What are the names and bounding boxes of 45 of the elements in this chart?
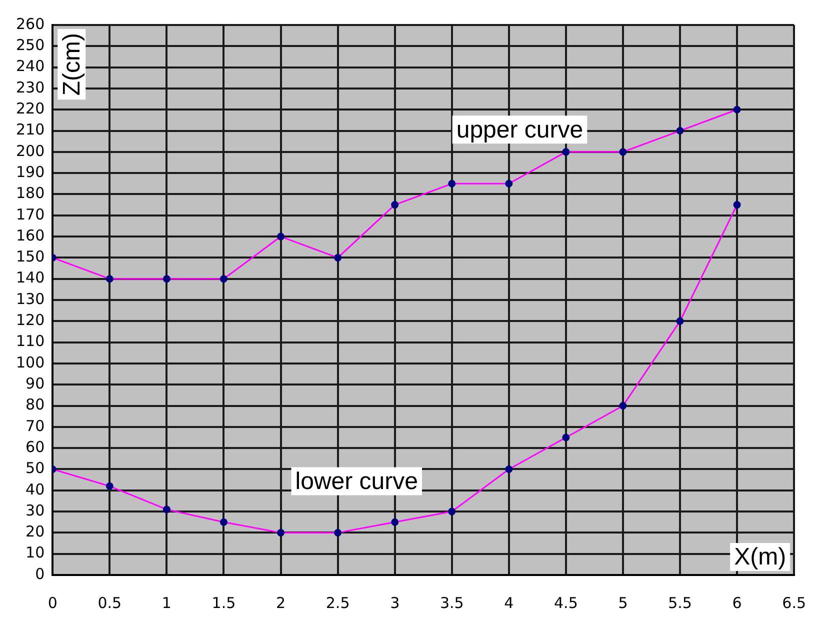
y-tick-label: 150 <box>16 248 45 266</box>
y-tick-label: 240 <box>16 57 45 76</box>
x-tick-label: 2 <box>276 594 286 612</box>
y-tick-label: 70 <box>26 416 45 435</box>
x-tick-label: 6.5 <box>782 594 806 612</box>
x-tick-label: 3 <box>390 594 400 612</box>
y-tick-label: 30 <box>26 501 45 520</box>
y-tick-label: 60 <box>26 438 45 456</box>
x-tick-label: 1 <box>162 594 172 612</box>
y-tick-label: 90 <box>26 374 45 393</box>
y-tick-label: 110 <box>16 332 45 350</box>
x-tick-label: 0 <box>48 594 58 612</box>
x-tick-label: 4.5 <box>554 594 578 612</box>
x-tick-label: 5 <box>618 594 628 612</box>
x-tick-label: 5.5 <box>668 594 692 612</box>
y-tick-label: 130 <box>16 290 45 308</box>
y-tick-label: 0 <box>35 564 45 583</box>
y-tick-label: 120 <box>16 311 45 330</box>
y-tick-label: 180 <box>16 184 45 202</box>
y-tick-label: 10 <box>26 544 45 562</box>
y-tick-label: 140 <box>16 268 45 287</box>
series-label: lower curve <box>295 468 418 495</box>
y-tick-label: 220 <box>16 100 45 118</box>
y-tick-label: 210 <box>16 120 45 139</box>
y-tick-label: 170 <box>16 205 45 224</box>
x-tick-label: 6 <box>732 594 742 612</box>
series-label: upper curve <box>456 116 584 144</box>
y-tick-label: 160 <box>16 226 45 244</box>
y-tick-label: 20 <box>26 522 45 541</box>
y-axis-title: Z(cm) <box>58 33 86 96</box>
x-tick-label: 0.5 <box>98 594 122 612</box>
y-tick-label: 50 <box>26 459 45 478</box>
x-tick-label: 3.5 <box>440 594 464 612</box>
y-tick-label: 250 <box>16 36 45 54</box>
y-tick-label: 200 <box>16 142 45 160</box>
x-tick-label: 2.5 <box>326 594 350 612</box>
y-tick-label: 100 <box>16 353 45 372</box>
x-tick-label: 4 <box>504 594 514 612</box>
y-tick-label: 190 <box>16 162 45 181</box>
y-tick-label: 230 <box>16 78 45 96</box>
y-tick-label: 40 <box>26 480 45 498</box>
x-axis-title: X(m) <box>734 544 786 571</box>
y-tick-label: 80 <box>26 396 45 414</box>
y-tick-label: 260 <box>16 14 45 33</box>
x-tick-label: 1.5 <box>212 594 236 612</box>
